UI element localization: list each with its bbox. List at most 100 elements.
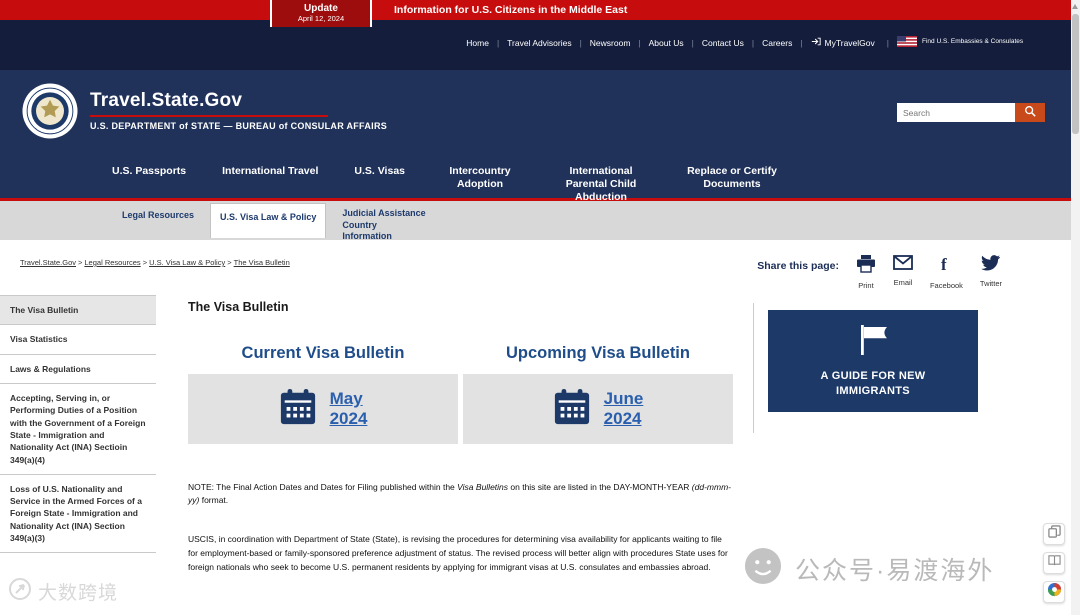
update-label: Update	[304, 3, 338, 14]
watermark-bottom-left: 大数跨境	[8, 577, 118, 606]
current-bulletin-year-link[interactable]: 2024	[329, 409, 368, 428]
sidebar: The Visa Bulletin Visa Statistics Laws &…	[0, 295, 156, 554]
us-flag-icon	[897, 36, 917, 49]
sidebar-item-laws-regulations[interactable]: Laws & Regulations	[0, 354, 156, 384]
util-link-about-us[interactable]: About Us	[649, 38, 694, 48]
sidebar-item-ina-349a3[interactable]: Loss of U.S. Nationality and Service in …	[0, 474, 156, 554]
department-of-state-seal-logo[interactable]	[22, 83, 78, 139]
watermark-left-text: 大数跨境	[38, 583, 119, 604]
reader-tool-button[interactable]	[1043, 552, 1065, 574]
util-link-contact-us[interactable]: Contact Us	[702, 38, 754, 48]
note-prefix: NOTE: The Final Action Dates and Dates f…	[188, 482, 458, 492]
share-email-label: Email	[893, 278, 913, 287]
calendar-icon	[279, 388, 317, 431]
util-link-travel-advisories[interactable]: Travel Advisories	[507, 38, 582, 48]
copy-icon	[1047, 525, 1061, 543]
sign-in-icon	[811, 37, 821, 48]
nav-parental-child-abduction[interactable]: International Parental Child Abduction	[565, 165, 637, 204]
current-bulletin-link-box[interactable]: May 2024	[188, 374, 458, 444]
util-link-mytravelgov[interactable]: MyTravelGov	[811, 37, 889, 48]
nav-us-passports[interactable]: U.S. Passports	[112, 165, 187, 177]
watermark-right-text: 公众号·易渡海外	[795, 556, 995, 585]
upcoming-bulletin-month-link[interactable]: June	[603, 388, 644, 408]
share-email-button[interactable]: Email	[893, 255, 913, 287]
share-block: Share this page: Print Email f Facebook …	[757, 255, 1002, 290]
utility-links: Home Travel Advisories Newsroom About Us…	[466, 36, 1024, 49]
floating-tool-buttons	[1043, 523, 1065, 603]
flag-icon	[855, 324, 891, 361]
bulletin-boxes: May 2024 June 2024	[188, 374, 734, 444]
mytravelgov-label: MyTravelGov	[824, 37, 875, 48]
search-input[interactable]	[897, 103, 1015, 122]
util-link-home[interactable]: Home	[466, 38, 499, 48]
email-icon	[893, 255, 913, 275]
breadcrumb-legal-resources[interactable]: Legal Resources	[84, 258, 149, 267]
breadcrumb-home[interactable]: Travel.State.Gov	[20, 258, 84, 267]
title-divider	[90, 115, 328, 117]
guide-box-label: A GUIDE FOR NEW IMMIGRANTS	[820, 369, 926, 397]
watermark-right: 公众号·易渡海外	[744, 547, 994, 590]
alert-banner: Update April 12, 2024 Information for U.…	[0, 0, 1080, 27]
note-format-italic: (dd-mmm-yy)	[188, 482, 731, 506]
translate-extension-button[interactable]	[1043, 581, 1065, 603]
main-content: The Visa Bulletin Current Visa Bulletin …	[188, 300, 734, 574]
note-visa-bulletins-italic: Visa Bulletins	[457, 482, 509, 492]
upcoming-bulletin-year-link[interactable]: 2024	[603, 409, 642, 428]
upcoming-bulletin-heading: Upcoming Visa Bulletin	[506, 344, 690, 362]
guide-for-new-immigrants-button[interactable]: A GUIDE FOR NEW IMMIGRANTS	[768, 310, 978, 412]
uscis-paragraph: USCIS, in coordination with Department o…	[188, 534, 728, 572]
facebook-icon: f	[940, 255, 952, 278]
search-area	[897, 103, 1045, 122]
share-facebook-button[interactable]: f Facebook	[930, 255, 963, 290]
utility-nav: Home Travel Advisories Newsroom About Us…	[0, 20, 1080, 70]
nav-replace-certify-documents[interactable]: Replace or Certify Documents	[687, 165, 777, 191]
note-paragraph: NOTE: The Final Action Dates and Dates f…	[188, 481, 734, 507]
sidebar-item-visa-bulletin[interactable]: The Visa Bulletin	[0, 296, 156, 326]
copy-tool-button[interactable]	[1043, 523, 1065, 545]
share-twitter-button[interactable]: Twitter	[980, 255, 1002, 288]
site-header: Travel.State.Gov U.S. DEPARTMENT of STAT…	[0, 70, 1080, 152]
share-print-button[interactable]: Print	[856, 255, 876, 290]
util-link-embassies[interactable]: Find U.S. Embassies & Consulates	[897, 36, 1024, 49]
sidebar-item-visa-statistics[interactable]: Visa Statistics	[0, 325, 156, 355]
book-icon	[1047, 554, 1061, 572]
subnav-legal-resources[interactable]: Legal Resources	[122, 210, 195, 220]
site-title-block: Travel.State.Gov U.S. DEPARTMENT of STAT…	[90, 90, 387, 131]
breadcrumb-visa-law-policy[interactable]: U.S. Visa Law & Policy	[149, 258, 234, 267]
nav-us-visas[interactable]: U.S. Visas	[354, 165, 405, 177]
scrollbar[interactable]	[1071, 0, 1080, 615]
note-suffix: format.	[199, 495, 229, 506]
sub-nav: Legal Resources U.S. Visa Law & Policy J…	[0, 201, 1080, 242]
breadcrumb-visa-bulletin: The Visa Bulletin	[233, 258, 290, 267]
share-label: Share this page:	[757, 260, 839, 272]
upcoming-bulletin-link-box[interactable]: June 2024	[463, 374, 733, 444]
subnav-judicial-assistance[interactable]: Judicial Assistance Country Information	[342, 208, 426, 242]
share-twitter-label: Twitter	[979, 279, 1002, 288]
update-date: April 12, 2024	[297, 14, 345, 23]
nav-international-travel[interactable]: International Travel	[222, 165, 319, 177]
util-link-newsroom[interactable]: Newsroom	[590, 38, 641, 48]
svg-text:f: f	[941, 255, 947, 273]
search-icon	[1024, 105, 1036, 120]
note-middle: on this site are listed in the DAY-MONTH…	[508, 482, 692, 492]
vertical-divider	[753, 303, 754, 433]
alert-update-box[interactable]: Update April 12, 2024	[270, 0, 372, 27]
main-nav: U.S. Passports International Travel U.S.…	[0, 152, 1080, 204]
site-title[interactable]: Travel.State.Gov	[90, 90, 243, 111]
twitter-icon	[981, 255, 1001, 276]
util-link-careers[interactable]: Careers	[762, 38, 802, 48]
current-bulletin-heading: Current Visa Bulletin	[241, 344, 405, 362]
scrollbar-up-arrow[interactable]	[1072, 4, 1078, 9]
subnav-us-visa-law-policy[interactable]: U.S. Visa Law & Policy	[210, 203, 327, 238]
alert-message-link[interactable]: Information for U.S. Citizens in the Mid…	[394, 4, 628, 16]
nav-intercountry-adoption[interactable]: Intercountry Adoption	[449, 165, 511, 191]
search-button[interactable]	[1015, 103, 1045, 122]
sidebar-item-ina-349a4[interactable]: Accepting, Serving in, or Performing Dut…	[0, 383, 156, 475]
print-icon	[856, 255, 876, 278]
embassies-label: Find U.S. Embassies & Consulates	[922, 38, 1024, 46]
scrollbar-thumb[interactable]	[1072, 14, 1079, 134]
current-bulletin-month-link[interactable]: May	[329, 388, 363, 408]
page-title: The Visa Bulletin	[188, 300, 289, 314]
